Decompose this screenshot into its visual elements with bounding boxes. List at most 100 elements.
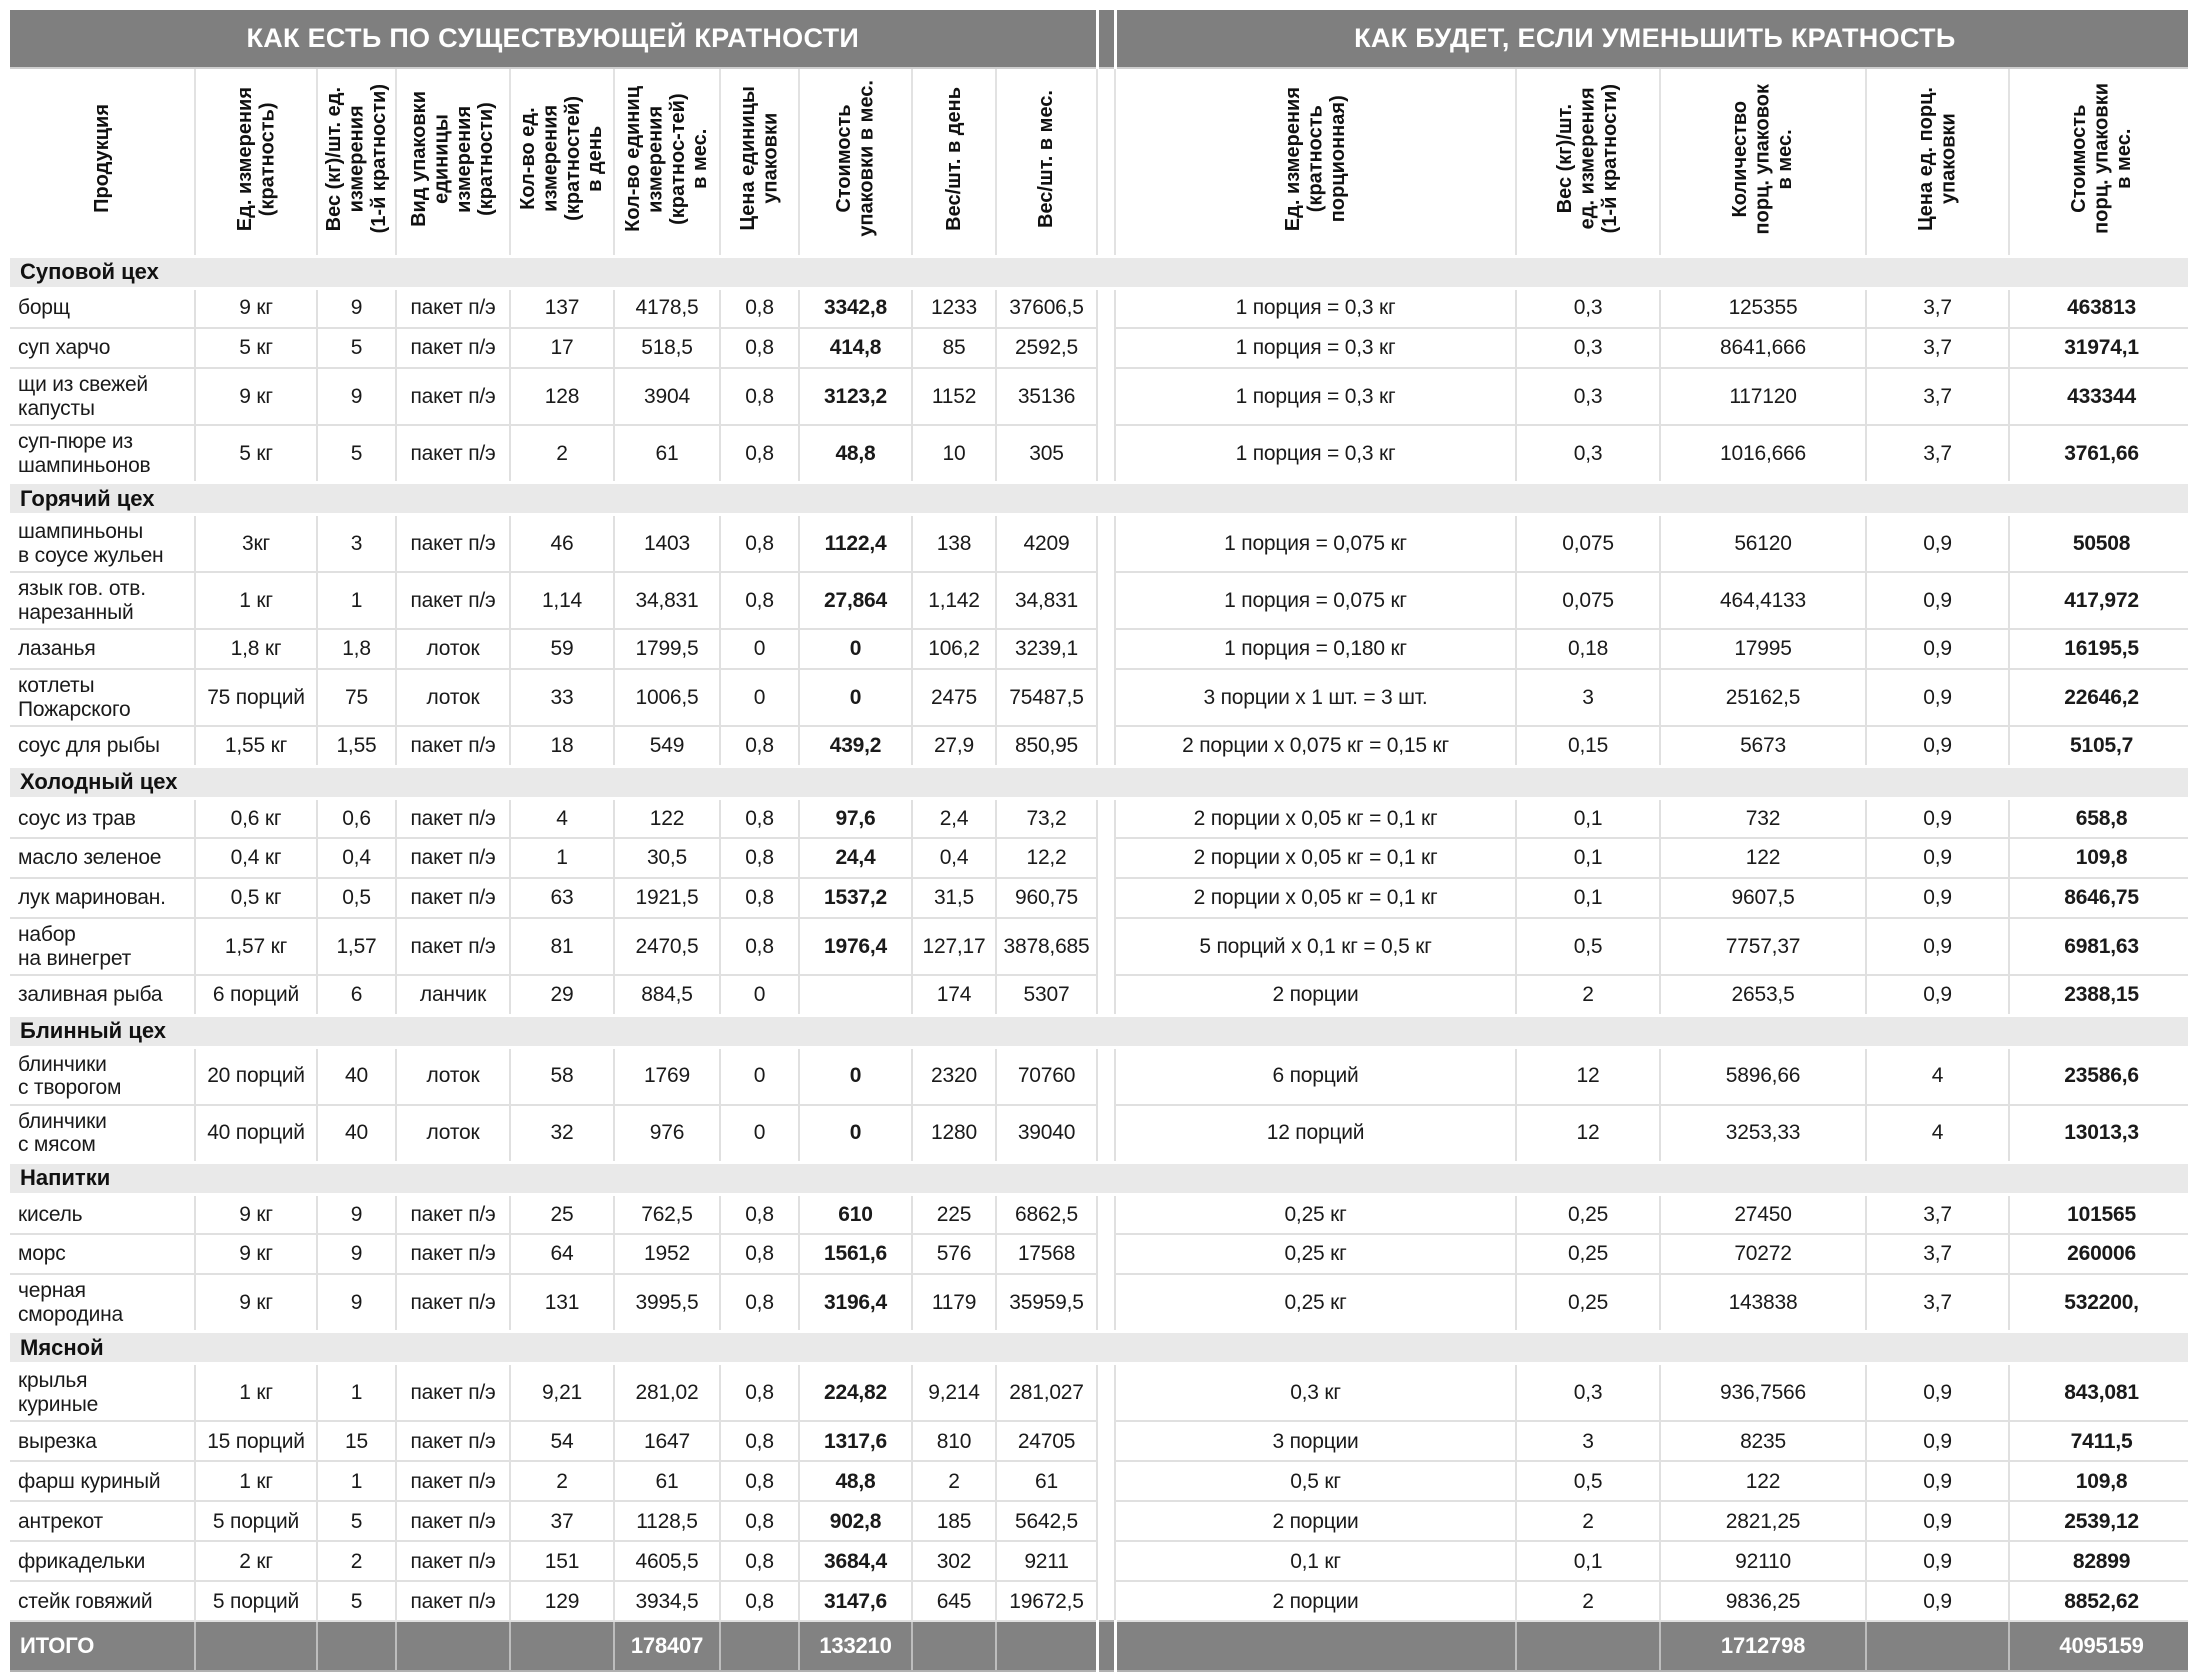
value-cell: 0,6 <box>316 797 397 840</box>
value-cell: 576 <box>911 1233 997 1276</box>
value-cell: 29 <box>509 974 615 1017</box>
value-cell: 1 порция = 0,075 кг <box>1114 571 1518 631</box>
column-header-right-5: Стоимость порц. упаковки в мес. <box>2008 68 2188 257</box>
value-cell: 2 порции х 0,05 кг = 0,1 кг <box>1114 837 1518 880</box>
value-cell: 5673 <box>1659 725 1868 768</box>
value-cell: 3,7 <box>1865 287 2011 329</box>
value-cell: 5 порций х 0,1 кг = 0,5 кг <box>1114 917 1518 977</box>
column-header-left-4: Вид упаковки единицы измерения (кратност… <box>395 68 511 257</box>
value-cell: 0,1 <box>1515 797 1662 840</box>
value-cell: 302 <box>911 1540 997 1583</box>
value-cell: 0,4 <box>911 837 997 880</box>
product-name-cell: вырезка <box>10 1420 196 1463</box>
value-cell: пакет п/э <box>395 797 511 840</box>
column-header-label: Стоимость упаковки в мес. <box>833 80 878 238</box>
table-gap-spacer <box>1097 1274 1116 1332</box>
value-cell: 129 <box>509 1580 615 1623</box>
table-gap-spacer <box>1097 1047 1116 1105</box>
value-cell: 1561,6 <box>798 1233 913 1276</box>
table-gap-spacer <box>1097 1234 1116 1275</box>
value-cell: 17 <box>509 327 615 369</box>
column-header-label: Кол-во ед. измерения (кратностей) в день <box>517 96 607 222</box>
value-cell: 1537,2 <box>798 877 913 920</box>
value-cell: 3,7 <box>1865 424 2011 484</box>
table-gap-spacer <box>1097 514 1116 573</box>
value-cell: пакет п/э <box>395 1420 511 1463</box>
value-cell: 0,9 <box>1865 628 2011 671</box>
value-cell: 1921,5 <box>613 877 721 920</box>
value-cell: 2 порции х 0,05 кг = 0,1 кг <box>1114 797 1518 840</box>
value-cell: 0,3 <box>1515 424 1662 484</box>
table-row: блинчики с творогом 20 порций 40 лоток 58 176… <box>10 1046 2188 1106</box>
product-name-cell: морс <box>10 1233 196 1276</box>
total-empty-cell <box>1865 1620 2011 1672</box>
value-cell: 1403 <box>613 513 721 574</box>
value-cell: 1 кг <box>194 1362 318 1423</box>
value-cell: 3 <box>316 513 397 574</box>
value-cell: 8235 <box>1659 1420 1868 1463</box>
value-cell: 9 кг <box>194 287 318 329</box>
value-cell: 0,8 <box>719 287 800 329</box>
value-cell: 0,18 <box>1515 628 1662 671</box>
column-header-left-7: Цена единицы упаковки <box>719 68 800 257</box>
value-cell: 0,1 <box>1515 877 1662 920</box>
total-empty-cell <box>1114 1620 1518 1672</box>
value-cell: 24705 <box>994 1420 1099 1463</box>
value-cell: 92110 <box>1659 1540 1868 1583</box>
total-empty-cell <box>911 1620 997 1672</box>
value-cell: 9 <box>316 287 397 329</box>
product-name-cell: лук маринован. <box>10 877 196 920</box>
value-cell: 0 <box>798 668 913 728</box>
value-cell: 1647 <box>613 1420 721 1463</box>
value-cell: пакет п/э <box>395 1540 511 1583</box>
product-name-cell: блинчики с мясом <box>10 1103 196 1164</box>
value-cell: 1128,5 <box>613 1500 721 1543</box>
value-cell: 185 <box>911 1500 997 1543</box>
category-label: Суповой цех <box>10 254 2188 290</box>
value-cell: 5 <box>316 1580 397 1623</box>
table-gap-spacer <box>1097 918 1116 976</box>
section-title-as-is: КАК ЕСТЬ ПО СУЩЕСТВУЮЩЕЙ КРАТНОСТИ <box>10 10 1098 69</box>
table-gap-spacer <box>1097 878 1116 919</box>
value-cell: 1 порция = 0,3 кг <box>1114 424 1518 484</box>
value-cell: 125355 <box>1659 287 1868 329</box>
table-row: соус для рыбы 1,55 кг 1,55 пакет п/э 18 549 0,… <box>10 725 2188 768</box>
product-name-cell: крылья куриные <box>10 1362 196 1423</box>
value-cell: 884,5 <box>613 974 721 1017</box>
table-row: масло зеленое 0,4 кг 0,4 пакет п/э 1 30,5 0,8 2… <box>10 837 2188 880</box>
value-cell: 8641,666 <box>1659 327 1868 369</box>
value-cell: 7757,37 <box>1659 917 1868 977</box>
value-cell: 0,1 <box>1515 837 1662 880</box>
value-cell: 19672,5 <box>994 1580 1099 1623</box>
column-header-label: Кол-во единиц измерения (кратнос-тей) в … <box>622 85 712 232</box>
value-cell: 34,831 <box>994 571 1099 631</box>
table-gap-spacer <box>1097 726 1116 767</box>
value-cell: 61 <box>613 424 721 484</box>
value-cell: 1,8 <box>316 628 397 671</box>
value-cell: 81 <box>509 917 615 977</box>
value-cell: 433344 <box>2008 366 2188 427</box>
value-cell: 2 <box>509 424 615 484</box>
value-cell: 0,8 <box>719 1273 800 1333</box>
category-row: Суповой цех <box>10 254 2188 290</box>
value-cell: пакет п/э <box>395 1193 511 1236</box>
value-cell: 960,75 <box>994 877 1099 920</box>
table-gap-spacer <box>1095 1620 1117 1672</box>
column-header-right-2: Вес (кг)/шт. ед. измерения (1-й кратност… <box>1515 68 1662 257</box>
column-header-label: Цена единицы упаковки <box>737 86 782 232</box>
value-cell: 73,2 <box>994 797 1099 840</box>
value-cell: 1280 <box>911 1103 997 1164</box>
total-label: ИТОГО <box>10 1620 196 1672</box>
value-cell: 9 кг <box>194 1193 318 1236</box>
value-cell: 5642,5 <box>994 1500 1099 1543</box>
value-cell: 37606,5 <box>994 287 1099 329</box>
value-cell: 4 <box>509 797 615 840</box>
value-cell: 9607,5 <box>1659 877 1868 920</box>
value-cell: 122 <box>1659 837 1868 880</box>
column-header-left-9: Вес/шт. в день <box>911 68 997 257</box>
value-cell: 0,9 <box>1865 1540 2011 1583</box>
value-cell: 0,8 <box>719 1233 800 1276</box>
value-cell: 3,7 <box>1865 366 2011 427</box>
category-label: Блинный цех <box>10 1013 2188 1049</box>
value-cell: 0,15 <box>1515 725 1662 768</box>
